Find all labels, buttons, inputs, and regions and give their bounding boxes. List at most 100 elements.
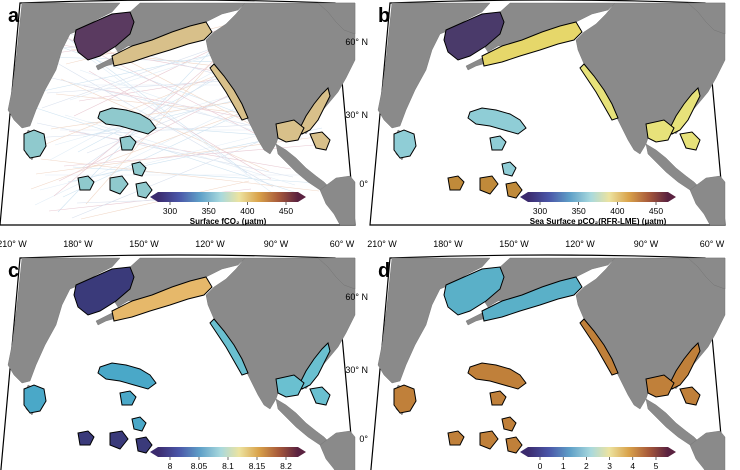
bering-sea-region [443,266,505,316]
land-greenland [317,2,356,35]
jarvis-region [505,436,523,454]
colorbar-max-arrow [298,447,306,457]
lme-regions [23,11,331,199]
colorbar-tick-0: 8 [168,461,173,470]
ship-track [64,114,296,186]
colorbar-tick-0: 300 [163,206,177,216]
lat-label-2: 0° [359,434,368,444]
gulf-of-alaska-region [111,276,213,322]
land-greenland [687,257,726,290]
lat-label-2: 0° [359,179,368,189]
bering-sea-region [73,266,135,316]
kingman-region [501,161,517,177]
lon-label-1-0: 210° W [367,239,397,249]
land-samerica [319,175,356,226]
ship-track [56,62,274,188]
marianas-region [23,384,47,414]
lon-label-1-3: 120° W [565,239,595,249]
hawaii-region [97,362,157,390]
land-asia [377,2,491,129]
johnston-region [489,390,507,406]
land-asia [377,257,491,384]
caribbean-region [679,131,701,151]
howland-region [447,430,465,446]
lat-label-1: 30° N [345,365,368,375]
howland-region [447,175,465,191]
lme-regions [393,266,701,454]
caribbean-region [679,386,701,406]
land-greenland [317,257,356,290]
panel-c: 60° N30° N0°c88.058.18.158.2 [0,254,356,470]
lon-label-0-2: 150° W [129,239,159,249]
jarvis-region [505,181,523,199]
ship-track [72,166,318,184]
jarvis-region [135,436,153,454]
howland-region [77,430,95,446]
lon-label-0-5: 60° W [330,239,355,249]
colorbar-min-arrow [150,447,158,457]
panel-letter: d [378,260,390,282]
gulf-of-alaska-region [111,21,213,67]
us-west-coast-region [209,318,249,376]
us-west-coast-region [579,318,619,376]
land-asia [7,2,121,129]
lon-label-0-1: 180° W [63,239,93,249]
colorbar-min-arrow [520,447,528,457]
lon-label-0-3: 120° W [195,239,225,249]
lme-regions [23,266,331,454]
us-west-coast-region [579,63,619,121]
caribbean-region [309,131,331,151]
land-samerica [319,430,356,470]
us-east-coast-region [669,342,701,390]
samoa-region [479,175,499,195]
hawaii-region [467,362,527,390]
colorbar-tick-1: 350 [202,206,216,216]
gulf-of-mexico-region [645,119,675,143]
colorbar: 0 1 2 3 4 5 [520,447,676,470]
land-greenland [687,2,726,35]
land-samerica [689,430,726,470]
ship-track [58,88,242,182]
colorbar-tick-1: 8.05 [191,461,208,470]
gulf-of-mexico-region [275,374,305,398]
colorbar-gradient [528,192,668,202]
lon-label-1-4: 90° W [634,239,659,249]
kingman-region [501,416,517,432]
lme-regions [393,11,701,199]
gulf-of-alaska-region [481,21,583,67]
ship-track [51,77,279,133]
colorbar-max-arrow [668,447,676,457]
us-east-coast-region [669,87,701,135]
colorbar-tick-4: 8.2 [280,461,292,470]
colorbar-tick-4: 4 [630,461,635,470]
colorbar-label: Surface fCO₂ (μatm) [190,217,267,226]
gulf-of-mexico-region [275,119,305,143]
kingman-region [131,416,147,432]
marianas-region [393,384,417,414]
colorbar-tick-3: 450 [279,206,293,216]
jarvis-region [135,181,153,199]
colorbar-tick-0: 0 [538,461,543,470]
panel-letter: c [8,260,19,282]
hawaii-region [467,107,527,135]
colorbar-tick-2: 400 [240,206,254,216]
samoa-region [109,175,129,195]
ship-track [71,141,259,219]
lon-label-1-1: 180° W [433,239,463,249]
lon-label-1-2: 150° W [499,239,529,249]
colorbar-tick-3: 3 [607,461,612,470]
howland-region [77,175,95,191]
us-west-coast-region [209,63,249,121]
colorbar-tick-0: 300 [533,206,547,216]
lat-label-1: 30° N [345,110,368,120]
colorbar-tick-1: 1 [561,461,566,470]
colorbar-tick-3: 450 [649,206,663,216]
colorbar-tick-1: 350 [572,206,586,216]
panel-letter: a [8,5,20,27]
colorbar-min-arrow [520,192,528,202]
johnston-region [489,135,507,151]
colorbar-tick-2: 8.1 [222,461,234,470]
